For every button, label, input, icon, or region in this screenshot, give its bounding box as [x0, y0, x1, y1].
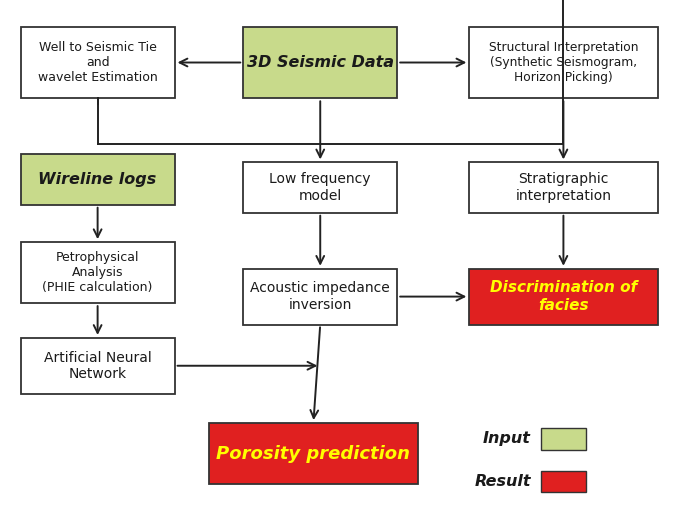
Text: Porosity prediction: Porosity prediction	[216, 445, 410, 462]
Text: Stratigraphic
interpretation: Stratigraphic interpretation	[515, 172, 612, 203]
FancyBboxPatch shape	[243, 162, 397, 213]
Text: Well to Seismic Tie
and
wavelet Estimation: Well to Seismic Tie and wavelet Estimati…	[38, 41, 158, 84]
Text: Low frequency
model: Low frequency model	[269, 172, 371, 203]
Text: Wireline logs: Wireline logs	[38, 172, 157, 187]
FancyBboxPatch shape	[469, 162, 658, 213]
Text: Petrophysical
Analysis
(PHIE calculation): Petrophysical Analysis (PHIE calculation…	[42, 251, 153, 294]
Text: Artificial Neural
Network: Artificial Neural Network	[44, 351, 151, 381]
Text: Structural Interpretation
(Synthetic Seismogram,
Horizon Picking): Structural Interpretation (Synthetic Sei…	[488, 41, 638, 84]
Text: Result: Result	[475, 474, 531, 489]
FancyBboxPatch shape	[21, 338, 175, 394]
FancyBboxPatch shape	[469, 269, 658, 325]
FancyBboxPatch shape	[243, 269, 397, 325]
FancyBboxPatch shape	[209, 423, 418, 484]
Text: Acoustic impedance
inversion: Acoustic impedance inversion	[250, 281, 390, 312]
Text: Discrimination of
facies: Discrimination of facies	[490, 280, 637, 313]
FancyBboxPatch shape	[469, 27, 658, 98]
Text: Input: Input	[483, 431, 531, 446]
FancyBboxPatch shape	[541, 471, 586, 492]
FancyBboxPatch shape	[21, 242, 175, 303]
Text: 3D Seismic Data: 3D Seismic Data	[247, 55, 394, 70]
FancyBboxPatch shape	[21, 154, 175, 205]
FancyBboxPatch shape	[21, 27, 175, 98]
FancyBboxPatch shape	[243, 27, 397, 98]
FancyBboxPatch shape	[541, 428, 586, 450]
